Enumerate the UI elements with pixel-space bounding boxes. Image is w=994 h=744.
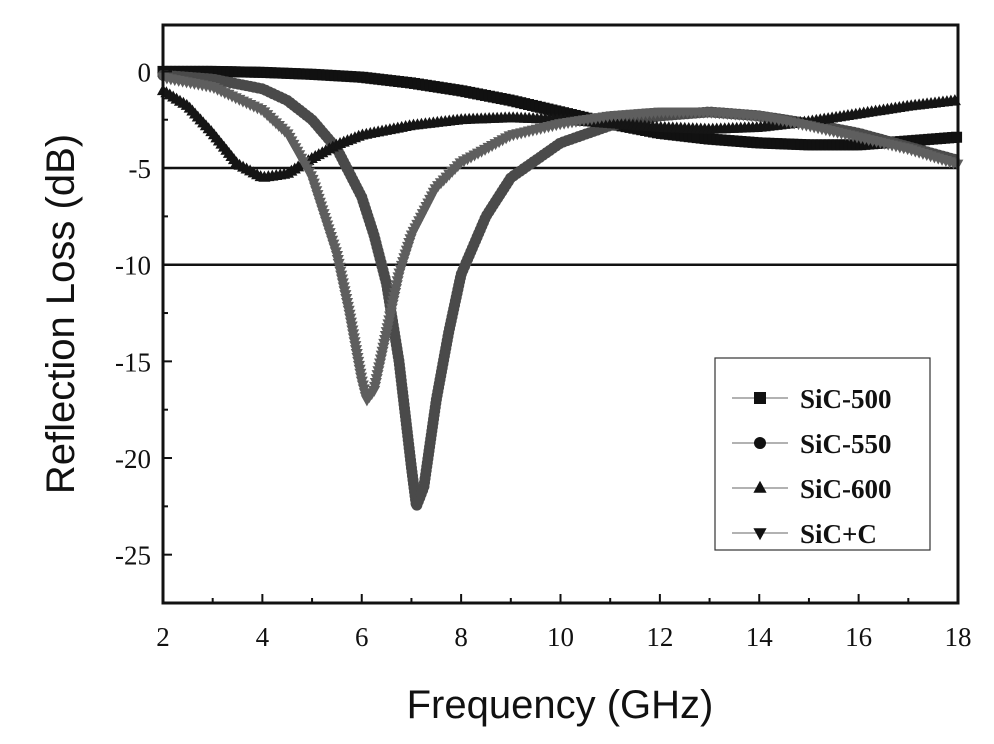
legend-marker: [753, 528, 767, 541]
legend-label: SiC-600: [800, 474, 892, 504]
y-tick-label: -5: [129, 154, 152, 184]
axis-ticks: 2 4 6 8 10 12 14 16 18 0 -5 -10 -15 -20 -25: [115, 57, 972, 652]
x-tick-label: 4: [256, 622, 270, 652]
y-axis-title: Reflection Loss (dB): [39, 134, 83, 494]
legend-label: SiC+C: [800, 519, 877, 549]
reference-lines: [163, 166, 958, 266]
legend-marker: [754, 437, 766, 449]
x-tick-label: 14: [746, 622, 774, 652]
y-tick-label: -15: [115, 347, 151, 377]
x-axis-title: Frequency (GHz): [407, 683, 714, 727]
y-tick-label: -25: [115, 541, 151, 571]
legend-label: SiC-550: [800, 429, 892, 459]
x-tick-label: 18: [945, 622, 972, 652]
series-sic-600: [156, 84, 961, 182]
series-group: [156, 65, 964, 511]
y-tick-label: 0: [138, 57, 152, 87]
x-tick-label: 6: [355, 622, 369, 652]
y-tick-label: -20: [115, 444, 151, 474]
series-sic-550: [157, 69, 960, 511]
x-tick-label: 10: [547, 622, 574, 652]
legend-marker: [754, 392, 766, 404]
x-tick-label: 8: [454, 622, 468, 652]
legend-label: SiC-500: [800, 384, 892, 414]
x-tick-label: 12: [646, 622, 673, 652]
legend-box: [714, 357, 931, 551]
legend-marker: [753, 480, 767, 493]
x-tick-label: 2: [156, 622, 170, 652]
x-tick-label: 16: [845, 622, 872, 652]
legend: SiC-500 SiC-550 SiC-600 SiC+C: [714, 357, 931, 551]
series-sic-c: [156, 72, 964, 407]
y-tick-label: -10: [115, 251, 151, 281]
